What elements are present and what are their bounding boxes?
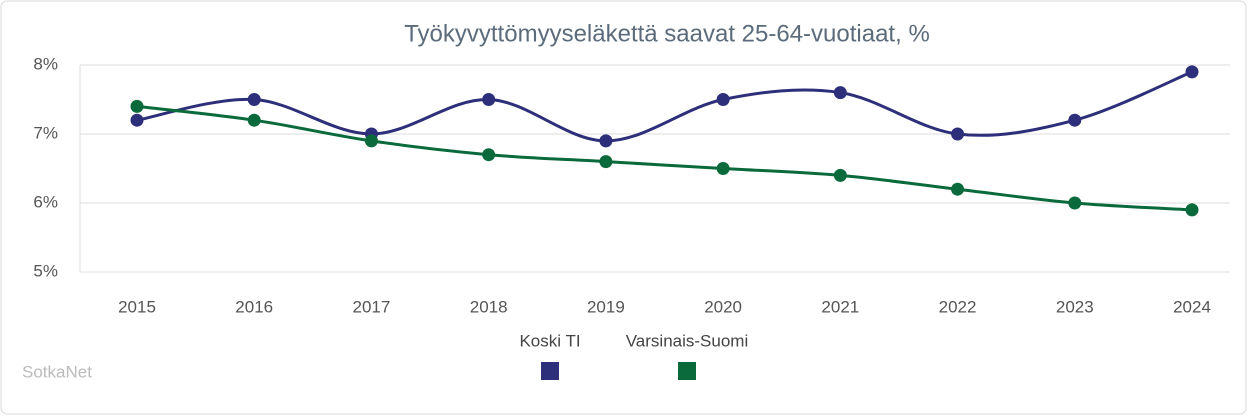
chart-title: Työkyvyttömyyseläkettä saavat 25-64-vuot… [404, 20, 930, 47]
data-point [833, 168, 847, 182]
data-point [716, 93, 730, 106]
x-tick-label: 2021 [821, 297, 859, 316]
x-tick-label: 2015 [118, 297, 156, 316]
legend-label: Varsinais-Suomi [626, 331, 749, 350]
data-point [833, 86, 847, 100]
data-point [951, 127, 965, 141]
x-tick-label: 2022 [939, 297, 977, 316]
legend-swatch [541, 362, 559, 380]
y-tick-label: 5% [33, 261, 58, 280]
x-tick-label: 2023 [1056, 297, 1094, 316]
x-tick-label: 2024 [1173, 297, 1211, 316]
series-line [136, 104, 1193, 212]
x-tick-label: 2020 [704, 297, 742, 316]
data-point [1185, 65, 1199, 79]
y-tick-label: 7% [33, 123, 58, 142]
y-tick-label: 6% [33, 192, 58, 211]
data-point [130, 113, 144, 127]
data-point [482, 148, 496, 162]
x-tick-label: 2017 [353, 297, 391, 316]
data-point [716, 162, 730, 175]
data-point [599, 134, 613, 148]
series-line [136, 70, 1193, 143]
data-point [951, 182, 965, 196]
y-tick-label: 8% [33, 54, 58, 73]
data-point [130, 99, 144, 113]
x-tick-label: 2019 [587, 297, 625, 316]
data-point [482, 93, 496, 106]
data-point [1068, 113, 1082, 127]
legend-label: Koski TI [519, 331, 580, 350]
data-point [364, 134, 378, 148]
credit: SotkaNet [22, 362, 92, 381]
data-point [1185, 203, 1199, 217]
data-point [247, 113, 261, 127]
x-tick-label: 2018 [470, 297, 508, 316]
x-tick-label: 2016 [235, 297, 273, 316]
data-point [247, 93, 261, 106]
data-point [599, 155, 613, 169]
legend-swatch [678, 362, 696, 380]
data-point [1068, 196, 1082, 210]
